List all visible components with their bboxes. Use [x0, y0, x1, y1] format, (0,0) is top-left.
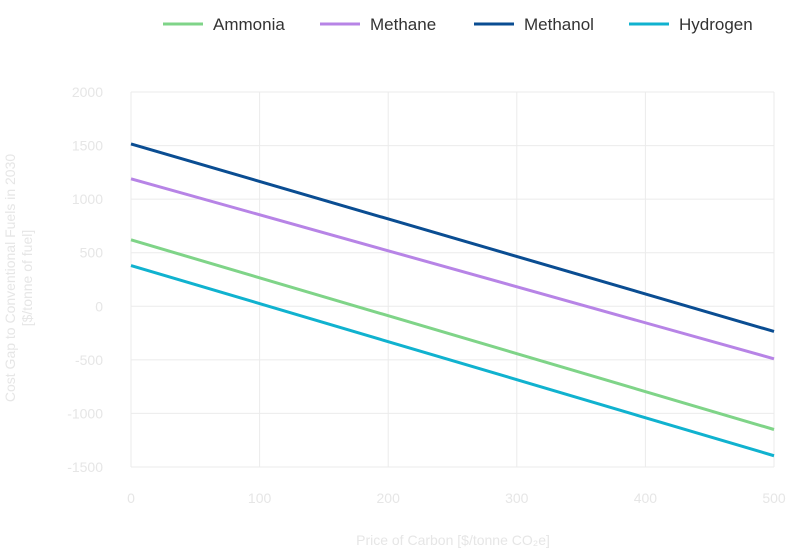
y-tick-label: 2000 [72, 84, 103, 100]
y-tick-label: -1500 [67, 459, 103, 475]
legend-item-hydrogen: Hydrogen [629, 15, 753, 34]
legend-label: Hydrogen [679, 15, 753, 34]
x-tick-label: 100 [248, 490, 272, 506]
legend-label: Ammonia [213, 15, 285, 34]
series-line-methane [130, 177, 775, 361]
gridlines [130, 91, 775, 468]
x-tick-label: 0 [127, 490, 135, 506]
legend: Ammonia Methane Methanol Hydrogen [163, 15, 753, 34]
x-tick-label: 300 [505, 490, 529, 506]
y-tick-label: 1500 [72, 138, 103, 154]
series-line-methanol [130, 142, 775, 333]
x-tick-label: 200 [377, 490, 401, 506]
y-tick-label: 1000 [72, 191, 103, 207]
series-line-hydrogen [130, 264, 775, 458]
y-axis-title-line1: Cost Gap to Conventional Fuels in 2030 [2, 154, 18, 402]
legend-label: Methanol [524, 15, 594, 34]
x-axis-ticks: 0 100 200 300 400 500 [127, 490, 786, 506]
y-tick-label: 0 [95, 298, 103, 314]
y-axis-title-line2: [$/tonne of fuel] [19, 230, 35, 327]
legend-label: Methane [370, 15, 436, 34]
series-line-ammonia [130, 238, 775, 431]
y-tick-label: -1000 [67, 405, 103, 421]
y-tick-label: -500 [75, 352, 103, 368]
legend-item-methane: Methane [320, 15, 436, 34]
y-axis-ticks: 2000 1500 1000 500 0 -500 -1000 -1500 [67, 84, 103, 475]
series-lines [130, 142, 775, 458]
y-tick-label: 500 [80, 245, 104, 261]
x-tick-label: 500 [762, 490, 786, 506]
legend-item-ammonia: Ammonia [163, 15, 285, 34]
x-tick-label: 400 [634, 490, 658, 506]
x-axis-title: Price of Carbon [$/tonne CO₂e] [356, 532, 550, 548]
legend-item-methanol: Methanol [474, 15, 594, 34]
